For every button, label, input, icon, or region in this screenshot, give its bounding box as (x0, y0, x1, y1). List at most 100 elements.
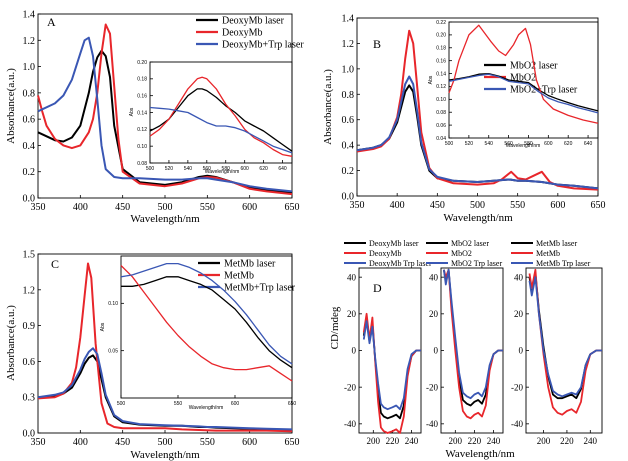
a-y-tick-label: 0.8 (23, 88, 36, 99)
c-x-tick-label: 350 (31, 437, 46, 448)
b-y-tick-label: 0.0 (342, 192, 355, 203)
d3-x-tick-label: 220 (560, 436, 574, 446)
d3-legend-label: MetMb laser (536, 239, 577, 248)
d2-y-tick-label: -40 (426, 419, 438, 429)
b-inset-y-tick-label: 0.12 (436, 84, 446, 90)
d2-y-tick-label: -20 (426, 382, 438, 392)
a-y-tick-label: 0.6 (23, 115, 36, 126)
a-y-axis-label: Absorbance(a.u.) (5, 68, 17, 144)
b-x-tick-label: 350 (350, 200, 365, 211)
d3-series-red (528, 268, 602, 416)
c-inset-x-tick-label: 550 (174, 401, 183, 407)
c-x-tick-label: 500 (158, 437, 173, 448)
panel-c: 350 400 450 500 550 600 650 0.0 0.3 0.6 0.9 1.2 1.5 W… (5, 250, 300, 461)
d1-y-tick-label: 20 (347, 309, 357, 319)
a-series-red (37, 23, 293, 196)
d2-series-black (443, 268, 503, 407)
c-legend-label: MetMb+Trp laser (224, 283, 296, 294)
d2-legend-label: MbO2 (451, 249, 472, 258)
d2-x-tick-label: 240 (487, 436, 501, 446)
b-y-tick-label: 1.0 (342, 64, 355, 75)
b-axes-frame (356, 17, 599, 197)
c-x-tick-label: 400 (73, 437, 88, 448)
b-inset-y-tick-label: 0.10 (436, 97, 446, 103)
c-legend-label: MetMb laser (224, 259, 276, 270)
a-x-tick-label: 400 (73, 202, 88, 213)
a-x-tick-label: 350 (31, 202, 46, 213)
c-y-axis-label: Absorbance(a.u.) (5, 305, 17, 381)
a-inset-x-axis-label: Wavelength/nm (205, 169, 240, 175)
b-x-tick-label: 450 (430, 200, 445, 211)
c-legend-label: MetMb (224, 271, 254, 282)
c-inset-x-tick-label: 600 (231, 401, 240, 407)
d3-legend-label: MetMb Trp laser (536, 259, 591, 268)
c-series-blue (37, 347, 293, 431)
d1-y-tick-label: 40 (347, 272, 357, 282)
c-y-tick-label: 0.0 (23, 429, 36, 440)
a-inset-series-red (149, 76, 293, 157)
b-x-tick-label: 600 (550, 200, 565, 211)
c-x-axis-label: Wavelength/nm (130, 449, 200, 461)
d2-y-tick-label: 0 (434, 346, 439, 356)
b-y-tick-label: 1.4 (342, 14, 355, 25)
d3-y-tick-label: -40 (511, 419, 523, 429)
a-inset-y-tick-label: 0.16 (137, 93, 147, 99)
panel-a: 350 400 450 500 550 600 650 0.0 0.2 0.4 0.6 0.8 1.0 1… (5, 10, 300, 226)
d3-series-blue (528, 276, 602, 398)
b-y-tick-label: 0.4 (342, 141, 355, 152)
a-inset-series-blue (149, 106, 293, 154)
c-inset-series-red (120, 265, 293, 382)
c-series-red (37, 262, 293, 433)
b-inset-y-tick-label: 0.14 (436, 71, 446, 77)
a-inset-x-tick-label: 620 (259, 166, 268, 172)
b-inset-x-tick-label: 640 (584, 141, 593, 147)
c-y-tick-label: 0.9 (23, 321, 36, 332)
b-x-tick-label: 500 (470, 200, 485, 211)
panel-label-a: A (47, 15, 56, 29)
a-inset-y-tick-label: 0.18 (137, 77, 147, 83)
c-inset-series-black (121, 276, 293, 369)
b-series-blue (356, 75, 599, 190)
d-x-axis-label: Wavelength/nm (445, 448, 515, 460)
a-inset-x-tick-label: 560 (203, 166, 212, 172)
b-inset-x-tick-label: 540 (485, 141, 494, 147)
panel-d1: 200 220 240 -40 -20 0 20 40 (344, 267, 422, 446)
a-y-tick-label: 0.4 (23, 141, 36, 152)
a-series-blue (37, 36, 293, 193)
b-series-red (356, 29, 599, 191)
d3-y-tick-label: -20 (511, 382, 523, 392)
d3-y-tick-label: 0 (519, 346, 524, 356)
a-x-tick-label: 600 (242, 202, 257, 213)
b-x-tick-label: 650 (591, 200, 606, 211)
c-inset-axes-frame (120, 255, 293, 399)
d3-y-tick-label: 40 (514, 272, 524, 282)
panel-c-inset: 500 550 600 650 0.05 0.10 Wavelength/nm Abs (100, 255, 296, 411)
d2-y-tick-label: 40 (429, 272, 439, 282)
d3-legend-label: MetMb (536, 249, 560, 258)
a-inset-y-tick-label: 0.14 (137, 110, 147, 116)
d2-x-tick-label: 220 (468, 436, 482, 446)
a-x-tick-label: 550 (200, 202, 215, 213)
b-inset-x-tick-label: 580 (524, 141, 533, 147)
c-y-tick-label: 0.6 (23, 357, 36, 368)
b-inset-y-tick-label: 0.04 (436, 136, 446, 142)
d3-y-tick-label: 20 (514, 309, 524, 319)
b-inset-x-axis-label: Wavelength/nm (506, 143, 541, 149)
c-x-tick-label: 550 (200, 437, 215, 448)
b-inset-series-blue (448, 73, 599, 114)
a-inset-x-tick-label: 600 (240, 166, 249, 172)
d1-x-tick-label: 200 (367, 436, 381, 446)
d1-series-red (362, 312, 421, 434)
a-inset-y-axis-label: Abs (129, 107, 135, 116)
d1-series-blue (362, 320, 421, 411)
d1-y-tick-label: -20 (344, 382, 356, 392)
c-y-tick-label: 0.3 (23, 393, 36, 404)
d3-series-black (528, 272, 602, 400)
d3-x-tick-label: 200 (537, 436, 551, 446)
panel-label-c: C (51, 257, 59, 271)
a-y-tick-label: 1.2 (23, 36, 36, 47)
d3-x-tick-label: 240 (584, 436, 598, 446)
